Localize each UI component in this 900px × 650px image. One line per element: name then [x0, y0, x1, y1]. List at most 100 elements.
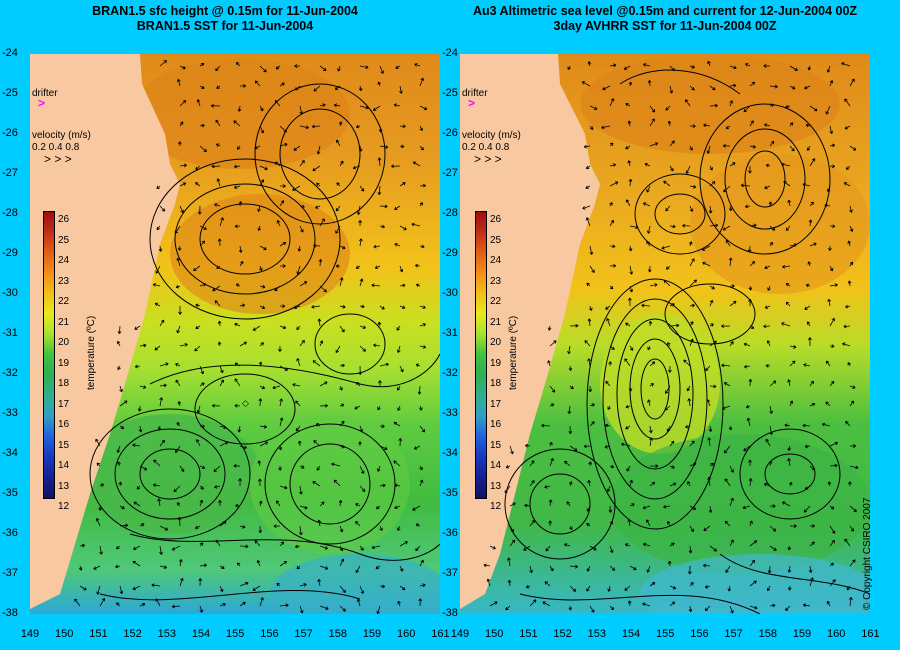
right-map-panel[interactable]	[460, 54, 870, 614]
current-arrow	[729, 83, 737, 88]
current-arrow	[299, 281, 308, 287]
colorbar-tick-label: 26	[490, 214, 502, 225]
current-arrow	[319, 65, 327, 71]
current-arrow	[413, 445, 421, 450]
current-arrow	[377, 81, 382, 87]
current-arrow	[589, 605, 595, 613]
current-arrow	[605, 380, 611, 387]
current-arrow	[415, 523, 421, 527]
current-arrow	[749, 261, 756, 267]
current-arrow	[730, 284, 735, 288]
current-arrow	[804, 305, 811, 310]
current-arrow	[826, 65, 831, 73]
current-arrow	[159, 362, 169, 367]
current-arrow	[789, 85, 796, 90]
current-arrow	[295, 425, 301, 432]
current-arrow	[629, 225, 639, 229]
current-arrow	[379, 204, 388, 209]
sea-level-contours	[504, 69, 870, 614]
current-arrow	[152, 283, 161, 287]
current-arrow	[139, 523, 145, 527]
current-arrow	[829, 164, 836, 169]
current-arrow	[259, 65, 267, 73]
current-arrow	[604, 423, 611, 428]
current-arrow	[829, 224, 836, 229]
colorbar-tick-label: 24	[58, 255, 70, 266]
warm-patch	[690, 154, 870, 294]
current-arrow	[669, 465, 675, 469]
current-arrow	[749, 540, 758, 547]
current-arrow	[179, 343, 188, 347]
current-arrow	[313, 243, 321, 248]
current-arrow	[159, 205, 166, 212]
latitude-tick-label: -33	[2, 407, 18, 419]
current-arrow	[315, 205, 321, 209]
longitude-tick-label: 154	[191, 628, 211, 640]
colorbar-tick-label: 22	[58, 296, 70, 307]
current-arrow	[649, 105, 656, 113]
current-arrow	[748, 165, 752, 174]
colorbar-right	[475, 211, 487, 499]
warm-patch-north	[580, 54, 840, 154]
current-arrow	[665, 205, 671, 212]
current-arrow	[259, 165, 268, 171]
current-arrow	[352, 165, 361, 170]
longitude-tick-label: 153	[157, 628, 176, 640]
longitude-tick-label: 150	[485, 628, 504, 640]
left-map-panel[interactable]: ◇	[30, 54, 440, 614]
current-arrow	[764, 265, 771, 270]
current-arrow	[689, 145, 693, 151]
current-arrow	[159, 439, 165, 447]
current-arrow	[398, 438, 403, 447]
current-arrow	[151, 583, 161, 588]
current-arrow	[689, 85, 695, 91]
longitude-tick-label: 152	[553, 628, 572, 640]
current-arrow	[358, 441, 362, 446]
current-arrow	[179, 182, 187, 187]
current-arrow	[769, 545, 777, 551]
current-arrow	[802, 182, 811, 187]
current-arrow	[789, 400, 794, 407]
colorbar-tick-label: 25	[490, 234, 502, 246]
current-arrow	[848, 481, 852, 487]
current-arrow	[685, 99, 691, 107]
current-arrow	[827, 298, 831, 307]
current-arrow	[788, 481, 793, 487]
current-arrow	[625, 322, 631, 327]
current-arrow	[259, 441, 269, 447]
current-arrow	[689, 321, 694, 327]
current-arrow	[549, 340, 557, 347]
current-arrow	[789, 145, 795, 152]
current-arrow	[174, 225, 181, 234]
current-arrow	[312, 165, 321, 172]
current-arrow	[828, 245, 832, 251]
current-arrow	[666, 425, 671, 432]
current-arrow	[729, 65, 737, 70]
current-arrow	[118, 481, 123, 487]
current-arrow	[372, 105, 381, 111]
current-arrow	[193, 265, 201, 272]
current-arrow	[293, 145, 301, 151]
current-arrow	[159, 319, 165, 327]
current-arrow	[339, 545, 344, 552]
current-arrow	[669, 165, 674, 172]
current-arrow	[669, 440, 675, 447]
current-arrow	[299, 339, 305, 347]
current-arrow	[649, 118, 655, 127]
current-arrow	[529, 480, 535, 487]
current-arrow	[763, 482, 771, 487]
current-arrow	[234, 224, 241, 229]
current-arrow	[179, 465, 185, 472]
current-arrow	[646, 225, 651, 234]
current-arrow	[607, 585, 611, 592]
current-arrow	[504, 485, 511, 494]
current-arrow	[399, 225, 407, 231]
current-arrow	[393, 421, 401, 427]
current-arrow	[199, 424, 205, 429]
current-arrow	[825, 105, 831, 115]
current-arrow	[764, 305, 771, 309]
current-arrow	[549, 441, 553, 447]
drifter-symbol-left: >	[38, 96, 46, 110]
current-arrow	[272, 385, 281, 390]
green-patch	[250, 414, 410, 554]
